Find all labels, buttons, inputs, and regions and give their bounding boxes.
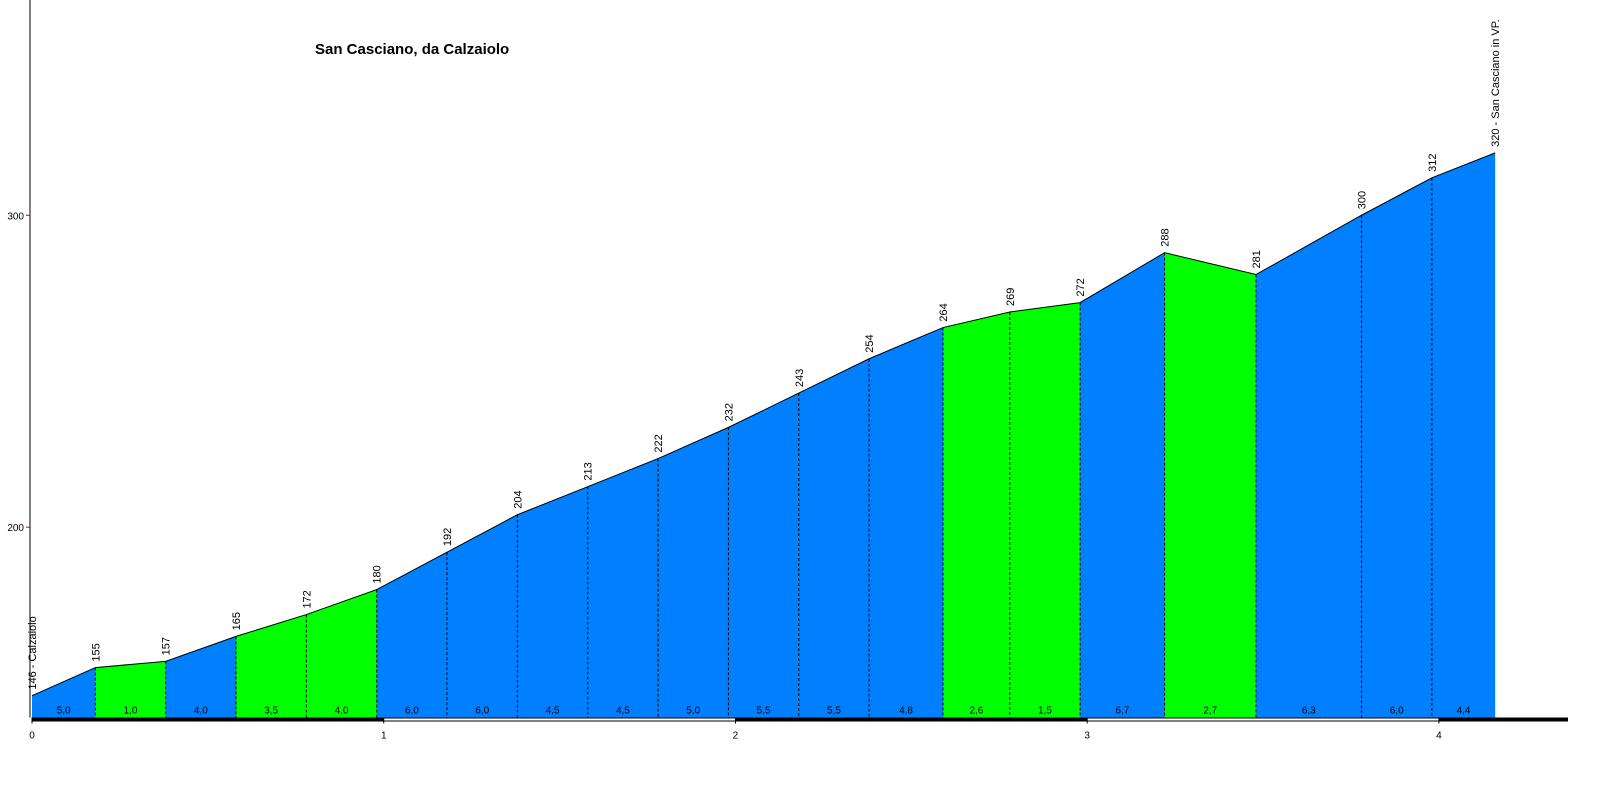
gradient-label: 6,0 — [405, 706, 419, 717]
gradient-label: 2,7 — [1203, 706, 1217, 717]
gradient-label: 2,6 — [969, 706, 983, 717]
gradient-label: 4,8 — [899, 706, 913, 717]
x-tick-label: 2 — [733, 731, 739, 742]
gradient-label: 4,5 — [616, 706, 630, 717]
segment — [798, 358, 870, 718]
x-tick-label: 3 — [1084, 731, 1090, 742]
segment — [658, 427, 729, 718]
x-band-white — [383, 718, 736, 721]
elevation-label: 269 — [1005, 288, 1017, 306]
elevation-label: 264 — [938, 303, 950, 321]
elevation-label: 204 — [512, 490, 524, 508]
elevation-label: 180 — [372, 565, 384, 583]
elevation-label: 272 — [1075, 278, 1087, 296]
elevation-label: 222 — [653, 434, 665, 452]
segment — [517, 486, 588, 718]
gradient-label: 4,0 — [194, 706, 208, 717]
segment — [95, 661, 166, 718]
x-tick-label: 0 — [29, 731, 35, 742]
gradient-label: 6,0 — [475, 706, 489, 717]
elevation-label: 281 — [1251, 250, 1263, 268]
gradient-label: 3,5 — [264, 706, 278, 717]
segment — [587, 458, 659, 718]
gradient-label: 5,5 — [757, 706, 771, 717]
x-axis-band — [32, 717, 1568, 722]
elevation-label: 320 - San Casciano in VP. — [1490, 19, 1502, 147]
elevation-label: 312 — [1427, 153, 1439, 171]
segment — [942, 311, 1010, 718]
gradient-label: 1,0 — [124, 706, 138, 717]
segment — [1009, 302, 1081, 718]
elevation-label: 213 — [583, 462, 595, 480]
segment — [236, 614, 307, 718]
elevation-label: 288 — [1160, 228, 1172, 246]
gradient-label: 4,5 — [546, 706, 560, 717]
elevation-label: 300 — [1357, 191, 1369, 209]
elevation-label: 254 — [864, 334, 876, 352]
elevation-label: 243 — [794, 369, 806, 387]
x-band-white — [1087, 718, 1439, 721]
segment — [1164, 252, 1257, 718]
segment — [165, 636, 237, 718]
gradient-label: 6,3 — [1302, 706, 1316, 717]
elevation-label: 232 — [723, 403, 735, 421]
profile-line — [31, 152, 1496, 697]
elevation-label: 155 — [90, 643, 102, 661]
gradient-label: 5,5 — [827, 706, 841, 717]
gradient-label: 5,0 — [686, 706, 700, 717]
elevation-label: 165 — [231, 612, 243, 630]
elevation-label: 157 — [161, 637, 173, 655]
segment — [1080, 252, 1165, 718]
y-tick-label: 200 — [7, 523, 24, 534]
chart-title: San Casciano, da Calzaiolo — [315, 41, 509, 58]
segment — [1256, 215, 1362, 718]
gradient-label: 4,0 — [335, 706, 349, 717]
segment — [1431, 152, 1496, 718]
x-tick-label: 4 — [1436, 731, 1442, 742]
x-tick-label: 1 — [381, 731, 387, 742]
segment — [32, 667, 96, 718]
segment — [1361, 177, 1432, 718]
segment — [376, 552, 448, 718]
gradient-label: 4,4 — [1457, 706, 1471, 717]
elevation-label: 192 — [442, 528, 454, 546]
segment — [306, 589, 377, 718]
elevation-label: 146 - Calzaiolo — [27, 616, 39, 689]
elevation-label: 172 — [301, 590, 313, 608]
gradient-label: 6,0 — [1390, 706, 1404, 717]
gradient-label: 1,5 — [1038, 706, 1052, 717]
segment — [728, 393, 799, 718]
segment — [447, 514, 518, 718]
y-tick-label: 300 — [7, 211, 24, 222]
gradient-label: 5,0 — [57, 706, 71, 717]
gradient-label: 6,7 — [1115, 706, 1129, 717]
segment — [869, 327, 943, 718]
